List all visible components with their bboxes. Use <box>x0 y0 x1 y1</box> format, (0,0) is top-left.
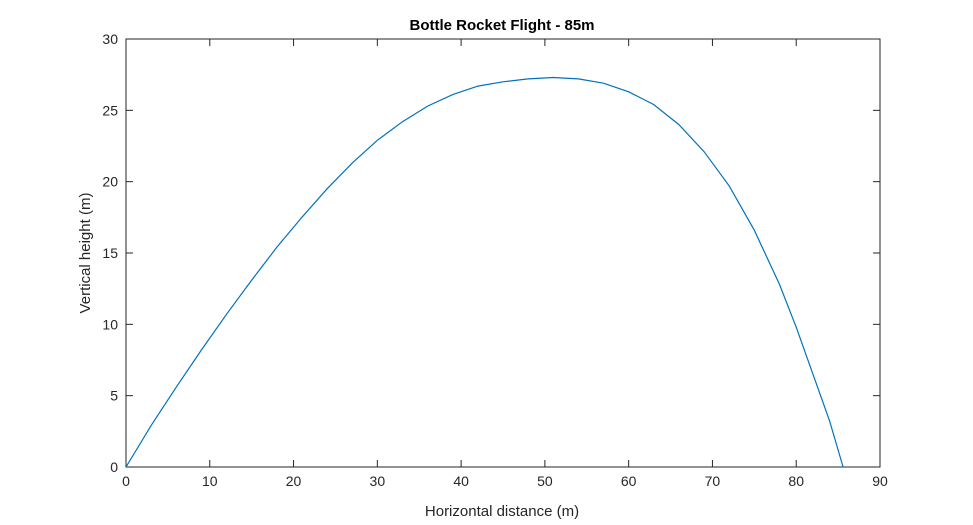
y-axis-label: Vertical height (m) <box>77 193 94 314</box>
y-tick-label: 25 <box>102 102 118 118</box>
y-tick-label: 10 <box>102 316 118 332</box>
x-tick-label: 80 <box>788 473 804 489</box>
y-tick-label: 30 <box>102 31 118 47</box>
y-tick-label: 20 <box>102 174 118 190</box>
x-axis-label: Horizontal distance (m) <box>425 503 579 520</box>
y-tick-label: 0 <box>110 459 118 475</box>
x-tick-label: 20 <box>286 473 302 489</box>
x-tick-label: 30 <box>370 473 386 489</box>
y-tick-label: 5 <box>110 388 118 404</box>
trajectory-line <box>125 76 844 468</box>
x-tick-label: 90 <box>872 473 888 489</box>
x-tick-label: 0 <box>122 473 130 489</box>
x-tick-label: 60 <box>621 473 637 489</box>
x-tick-label: 50 <box>537 473 553 489</box>
x-tick-label: 70 <box>705 473 721 489</box>
x-tick-label: 10 <box>202 473 218 489</box>
plot-frame <box>125 38 881 468</box>
chart-title: Bottle Rocket Flight - 85m <box>409 17 594 34</box>
plot-area: 0 10 20 30 40 50 60 70 80 90 0 5 10 15 20 25 30 <box>102 31 888 489</box>
y-tick-label: 15 <box>102 245 118 261</box>
x-tick-label: 40 <box>453 473 469 489</box>
